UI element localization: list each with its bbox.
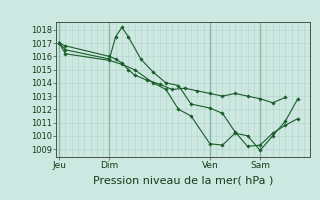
X-axis label: Pression niveau de la mer( hPa ): Pression niveau de la mer( hPa )	[93, 176, 273, 186]
